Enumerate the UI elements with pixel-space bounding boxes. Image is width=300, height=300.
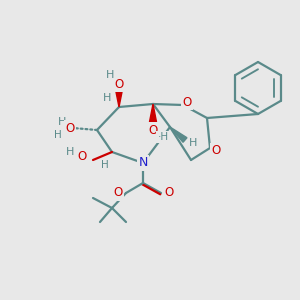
Polygon shape bbox=[116, 92, 122, 107]
Text: N: N bbox=[138, 157, 148, 169]
Text: H: H bbox=[58, 117, 66, 127]
Text: O: O bbox=[65, 122, 75, 134]
Text: O: O bbox=[114, 77, 124, 91]
Text: H: H bbox=[189, 138, 197, 148]
Text: O: O bbox=[164, 187, 174, 200]
Text: H: H bbox=[66, 147, 74, 157]
Text: O: O bbox=[182, 95, 192, 109]
Text: H: H bbox=[103, 93, 111, 103]
Text: O: O bbox=[212, 145, 220, 158]
Text: H: H bbox=[106, 70, 114, 80]
Polygon shape bbox=[170, 127, 187, 142]
Text: H: H bbox=[101, 160, 109, 170]
Text: ·H: ·H bbox=[158, 132, 169, 142]
Text: H: H bbox=[54, 130, 62, 140]
Polygon shape bbox=[149, 104, 157, 122]
Text: O: O bbox=[148, 124, 158, 136]
Text: O: O bbox=[113, 187, 123, 200]
Text: O: O bbox=[77, 151, 87, 164]
